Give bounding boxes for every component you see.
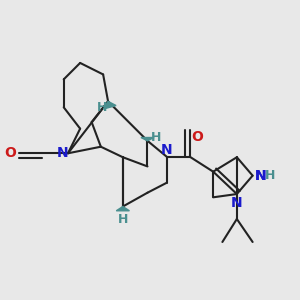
Text: N: N [255, 169, 267, 183]
Polygon shape [116, 206, 129, 211]
Text: N: N [255, 169, 267, 183]
Text: N: N [56, 146, 68, 160]
Text: O: O [191, 130, 203, 144]
Polygon shape [141, 137, 154, 141]
Text: H: H [265, 169, 275, 182]
Text: O: O [4, 146, 16, 160]
Text: H: H [151, 131, 161, 144]
Text: H: H [118, 213, 128, 226]
Polygon shape [103, 101, 116, 109]
Text: N: N [161, 142, 172, 157]
Text: N: N [231, 196, 243, 210]
Text: H: H [97, 101, 107, 114]
